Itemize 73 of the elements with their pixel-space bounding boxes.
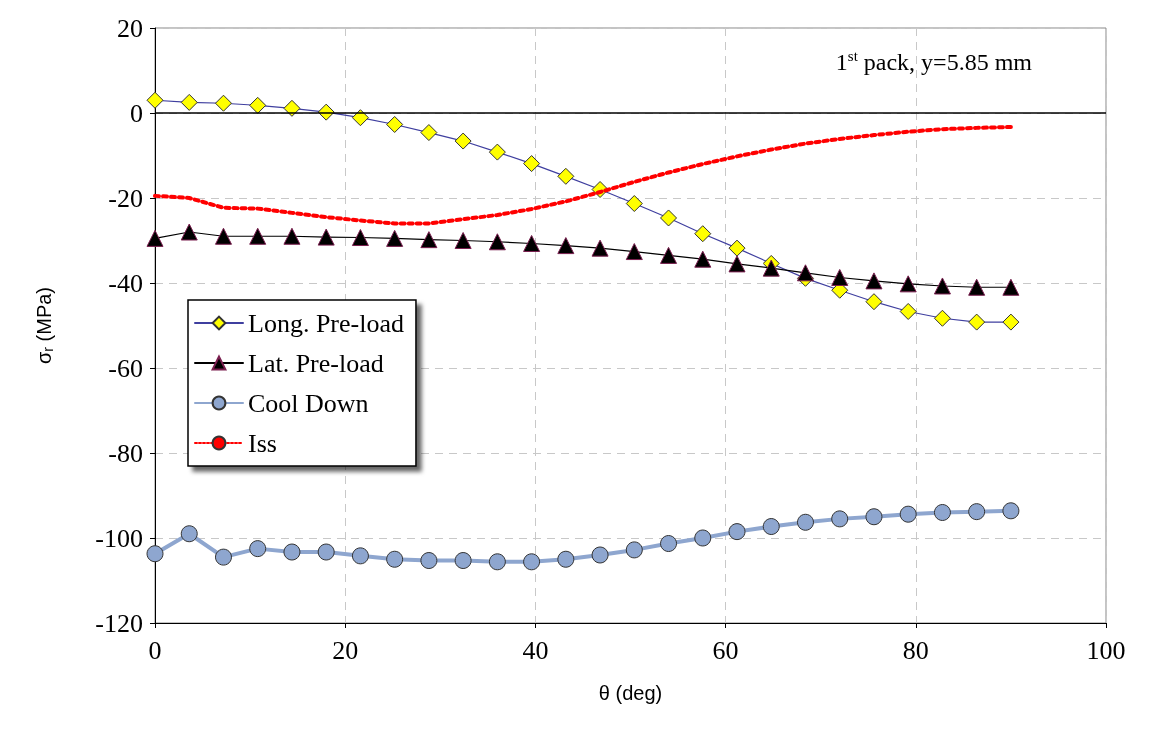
x-axis-title: θ (deg) bbox=[598, 682, 663, 704]
point bbox=[523, 234, 541, 252]
point bbox=[968, 278, 986, 296]
point bbox=[660, 246, 678, 264]
point bbox=[386, 550, 404, 568]
point bbox=[146, 545, 164, 563]
y-tick-label: -40 bbox=[108, 268, 143, 298]
point bbox=[386, 229, 404, 247]
point bbox=[420, 231, 438, 249]
x-tick-label: 80 bbox=[902, 635, 929, 665]
point bbox=[351, 229, 369, 247]
y-tick-label: -60 bbox=[108, 353, 143, 383]
point bbox=[351, 547, 369, 565]
point bbox=[1002, 502, 1020, 520]
x-tick-label: 100 bbox=[1086, 635, 1126, 665]
point bbox=[249, 227, 267, 245]
point bbox=[933, 504, 951, 521]
point bbox=[762, 518, 780, 536]
point bbox=[660, 535, 678, 553]
point bbox=[557, 550, 575, 568]
point bbox=[420, 552, 438, 570]
point bbox=[454, 552, 472, 570]
y-tick-label: -100 bbox=[95, 523, 143, 553]
y-tick-label: -80 bbox=[108, 438, 143, 468]
y-tick-label: 0 bbox=[130, 98, 143, 128]
x-tick-label: 60 bbox=[712, 635, 739, 665]
point bbox=[214, 227, 232, 245]
x-tick-label: 40 bbox=[522, 635, 549, 665]
point bbox=[865, 272, 883, 290]
point bbox=[797, 513, 814, 531]
point bbox=[625, 541, 643, 559]
point bbox=[454, 232, 472, 249]
legend-label: Long. Pre-load bbox=[248, 308, 404, 338]
point bbox=[625, 243, 643, 261]
point bbox=[283, 543, 301, 561]
x-tick-label: 20 bbox=[332, 635, 359, 665]
point bbox=[762, 259, 780, 277]
point bbox=[180, 223, 198, 241]
legend-label: Cool Down bbox=[248, 388, 369, 418]
point bbox=[831, 268, 849, 286]
point bbox=[557, 237, 575, 255]
point bbox=[899, 275, 917, 293]
point bbox=[968, 503, 986, 521]
point bbox=[591, 546, 609, 564]
point bbox=[831, 510, 849, 528]
point bbox=[694, 250, 712, 268]
point bbox=[180, 525, 198, 543]
point bbox=[146, 229, 164, 247]
point bbox=[933, 277, 951, 295]
y-axis-title: σr (MPa) bbox=[33, 287, 56, 364]
point bbox=[214, 548, 232, 566]
point bbox=[317, 543, 335, 561]
y-tick-label: -20 bbox=[108, 183, 143, 213]
point bbox=[249, 540, 267, 558]
point bbox=[523, 553, 541, 571]
point bbox=[728, 255, 746, 273]
point bbox=[694, 529, 712, 547]
point bbox=[591, 239, 609, 257]
point bbox=[1002, 278, 1020, 296]
point bbox=[728, 523, 746, 541]
y-tick-label: -120 bbox=[95, 608, 143, 638]
point bbox=[317, 228, 335, 246]
point bbox=[796, 264, 814, 282]
point bbox=[283, 227, 301, 245]
x-tick-label: 0 bbox=[148, 635, 162, 665]
legend-label: Lat. Pre-load bbox=[248, 348, 384, 378]
y-tick-label: 20 bbox=[117, 13, 143, 43]
legend-label: Iss bbox=[248, 428, 277, 458]
line-series bbox=[153, 125, 1013, 226]
point bbox=[488, 553, 506, 571]
point bbox=[488, 233, 506, 251]
point bbox=[899, 505, 917, 523]
point bbox=[865, 508, 883, 526]
